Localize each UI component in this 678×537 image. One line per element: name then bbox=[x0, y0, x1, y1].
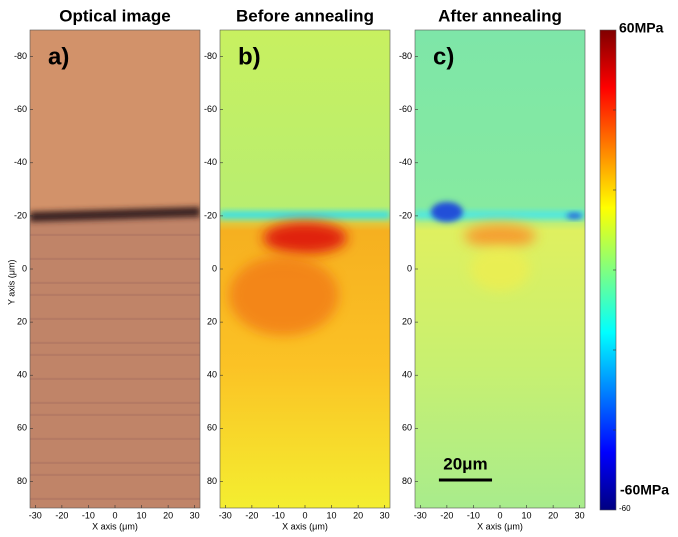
optical-stripe bbox=[30, 497, 200, 500]
image-content bbox=[415, 30, 585, 508]
x-tick-label: 30 bbox=[190, 510, 200, 520]
optical-stripe bbox=[30, 401, 200, 404]
x-tick-label: -30 bbox=[29, 510, 42, 520]
y-tick-label: -40 bbox=[14, 157, 27, 167]
x-tick-label: 0 bbox=[112, 510, 117, 520]
panel-image bbox=[415, 30, 585, 508]
optical-stripe bbox=[30, 461, 200, 464]
optical-stripe bbox=[30, 413, 200, 416]
y-tick-label: -60 bbox=[204, 104, 217, 114]
optical-stripe bbox=[30, 377, 200, 380]
red-blob bbox=[263, 221, 347, 254]
orange-blob bbox=[464, 223, 536, 248]
x-tick-label: -10 bbox=[467, 510, 480, 520]
y-tick-label: -80 bbox=[14, 51, 27, 61]
y-tick-label: -60 bbox=[399, 104, 412, 114]
scale-bar-label: 20μm bbox=[443, 454, 487, 473]
y-tick-label: 40 bbox=[17, 370, 27, 380]
y-tick-label: -20 bbox=[204, 210, 217, 220]
x-axis-label: X axis (μm) bbox=[282, 521, 328, 531]
y-tick-label: 40 bbox=[402, 370, 412, 380]
y-tick-label: 0 bbox=[212, 263, 217, 273]
x-tick-label: -30 bbox=[414, 510, 427, 520]
panel-title: After annealing bbox=[438, 6, 562, 25]
x-axis-label: X axis (μm) bbox=[92, 521, 138, 531]
optical-stripe bbox=[30, 281, 200, 284]
panel-image bbox=[220, 30, 390, 508]
y-tick-label: 40 bbox=[207, 370, 217, 380]
panel-title: Optical image bbox=[59, 6, 170, 25]
y-tick-label: 60 bbox=[207, 423, 217, 433]
y-tick-label: -80 bbox=[399, 51, 412, 61]
y-tick-label: 20 bbox=[402, 316, 412, 326]
x-tick-label: 20 bbox=[163, 510, 173, 520]
optical-band bbox=[30, 206, 200, 222]
y-tick-label: -60 bbox=[14, 104, 27, 114]
x-tick-label: -20 bbox=[440, 510, 453, 520]
x-tick-label: -10 bbox=[272, 510, 285, 520]
x-axis-label: X axis (μm) bbox=[477, 521, 523, 531]
y-tick-label: 0 bbox=[22, 263, 27, 273]
image-content bbox=[220, 30, 390, 508]
optical-stripe bbox=[30, 317, 200, 320]
yellow-blob bbox=[470, 247, 530, 291]
y-tick-label: 80 bbox=[402, 476, 412, 486]
optical-stripe bbox=[30, 233, 200, 236]
y-tick-label: 20 bbox=[207, 316, 217, 326]
optical-stripe bbox=[30, 353, 200, 356]
y-axis-label: Y axis (μm) bbox=[6, 260, 16, 306]
optical-stripe bbox=[30, 293, 200, 296]
y-tick-label: 20 bbox=[17, 316, 27, 326]
colorbar-min-tick: -60 bbox=[619, 504, 631, 513]
y-tick-label: -20 bbox=[14, 210, 27, 220]
optical-stripe bbox=[30, 473, 200, 476]
x-tick-label: 10 bbox=[327, 510, 337, 520]
orange-blob bbox=[228, 255, 339, 336]
x-tick-label: -10 bbox=[82, 510, 95, 520]
x-tick-label: 10 bbox=[137, 510, 147, 520]
panel-letter: a) bbox=[48, 43, 69, 70]
cyan-band bbox=[220, 210, 390, 219]
x-tick-label: 0 bbox=[302, 510, 307, 520]
panel-letter: c) bbox=[433, 43, 454, 70]
optical-stripe bbox=[30, 437, 200, 440]
optical-stripe bbox=[30, 257, 200, 260]
optical-lower bbox=[30, 215, 200, 508]
optical-stripe bbox=[30, 341, 200, 344]
x-tick-label: -20 bbox=[245, 510, 258, 520]
image-content bbox=[30, 30, 200, 508]
x-tick-label: -20 bbox=[55, 510, 68, 520]
x-tick-label: 20 bbox=[353, 510, 363, 520]
x-tick-label: 10 bbox=[522, 510, 532, 520]
x-tick-label: 30 bbox=[575, 510, 585, 520]
panel-title: Before annealing bbox=[236, 6, 374, 25]
y-tick-label: -40 bbox=[204, 157, 217, 167]
y-tick-label: -80 bbox=[204, 51, 217, 61]
colorbar-max-label: 60MPa bbox=[619, 20, 664, 36]
cyan-band bbox=[415, 210, 585, 219]
panel-letter: b) bbox=[238, 43, 261, 70]
colorbar-min-label: -60MPa bbox=[620, 482, 669, 498]
y-tick-label: 60 bbox=[402, 423, 412, 433]
y-tick-label: 80 bbox=[207, 476, 217, 486]
x-tick-label: -30 bbox=[219, 510, 232, 520]
blue-blob bbox=[566, 212, 583, 219]
x-tick-label: 20 bbox=[548, 510, 558, 520]
panel-image bbox=[30, 30, 200, 508]
y-tick-label: 0 bbox=[407, 263, 412, 273]
x-tick-label: 0 bbox=[497, 510, 502, 520]
y-tick-label: -40 bbox=[399, 157, 412, 167]
blue-blob bbox=[430, 201, 463, 222]
y-tick-label: 60 bbox=[17, 423, 27, 433]
y-tick-label: 80 bbox=[17, 476, 27, 486]
y-tick-label: -20 bbox=[399, 210, 412, 220]
x-tick-label: 30 bbox=[380, 510, 390, 520]
